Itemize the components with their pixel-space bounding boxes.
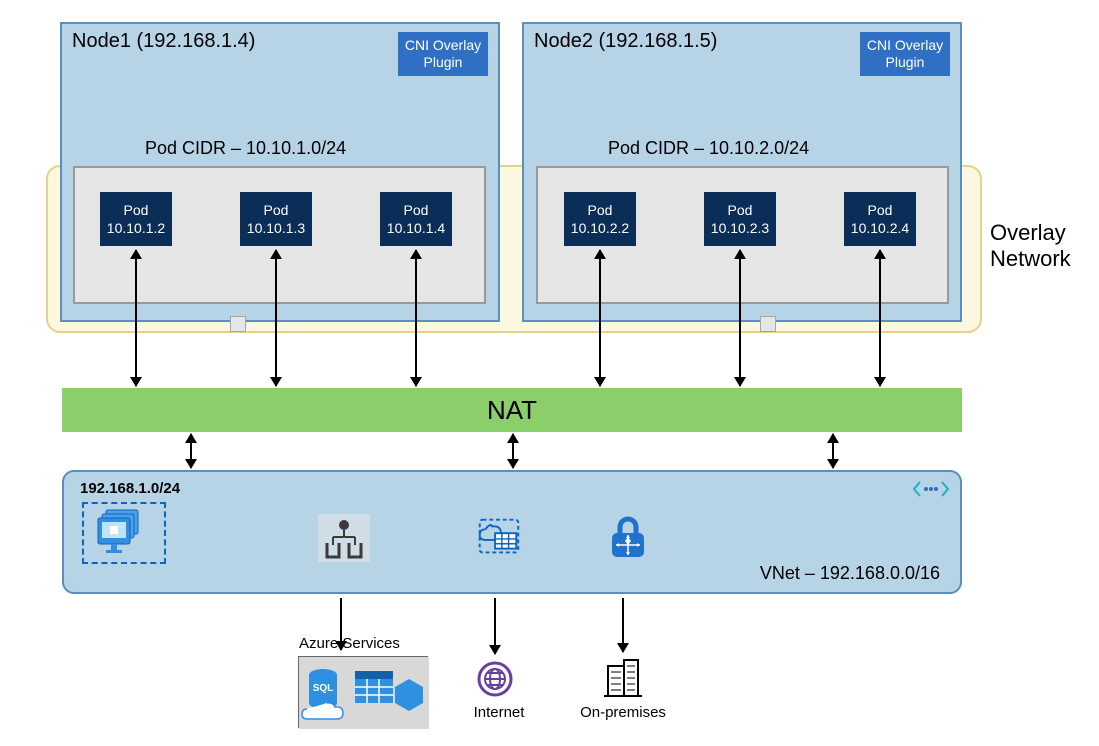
- diagram-canvas: Overlay Network Node1 (192.168.1.4) CNI O…: [0, 0, 1099, 746]
- pod-label: Pod: [264, 201, 289, 219]
- down-arrow: [622, 598, 624, 652]
- cni-badge: CNI Overlay Plugin: [398, 32, 488, 76]
- storage-icon: [472, 514, 524, 562]
- vnet-label: VNet – 192.168.0.0/16: [760, 563, 940, 584]
- pod-cidr-label: Pod CIDR – 10.10.1.0/24: [145, 138, 346, 159]
- nat-bar: NAT: [62, 388, 962, 432]
- load-balancer-icon: [318, 514, 370, 562]
- pod-box: Pod10.10.1.4: [380, 192, 452, 246]
- node-title: Node1 (192.168.1.4): [72, 30, 255, 53]
- pod-ip: 10.10.1.2: [107, 219, 165, 237]
- pod-box: Pod10.10.2.2: [564, 192, 636, 246]
- pod-label: Pod: [404, 201, 429, 219]
- double-arrow: [832, 434, 834, 468]
- cni-badge: CNI Overlay Plugin: [860, 32, 950, 76]
- double-arrow: [512, 434, 514, 468]
- internet-icon: [476, 660, 514, 703]
- double-arrow: [739, 250, 741, 386]
- pod-box: Pod10.10.1.3: [240, 192, 312, 246]
- node-title: Node2 (192.168.1.5): [534, 30, 717, 53]
- vnet-peering-icon: [912, 478, 950, 505]
- on-premises-label: On-premises: [578, 704, 668, 721]
- pod-box: Pod10.10.2.3: [704, 192, 776, 246]
- vm-scaleset-icon: [82, 502, 166, 564]
- pod-label: Pod: [588, 201, 613, 219]
- svg-text:SQL: SQL: [313, 683, 334, 694]
- pod-cidr-label: Pod CIDR – 10.10.2.0/24: [608, 138, 809, 159]
- overlay-network-label: Overlay Network: [990, 220, 1099, 273]
- node-handle: [230, 316, 246, 332]
- pod-ip: 10.10.1.3: [247, 219, 305, 237]
- nat-label: NAT: [487, 395, 537, 426]
- pod-label: Pod: [728, 201, 753, 219]
- subnet-label: 192.168.1.0/24: [80, 480, 180, 497]
- pod-ip: 10.10.1.4: [387, 219, 445, 237]
- double-arrow: [275, 250, 277, 386]
- double-arrow: [879, 250, 881, 386]
- double-arrow: [135, 250, 137, 386]
- node-handle: [760, 316, 776, 332]
- on-premises-icon: [602, 656, 644, 705]
- pod-ip: 10.10.2.2: [571, 219, 629, 237]
- azure-services-title: Azure Services: [299, 635, 400, 652]
- vnet-box: 192.168.1.0/24 VNet – 192.168.0.0/16: [62, 470, 962, 594]
- pod-ip: 10.10.2.4: [851, 219, 909, 237]
- pod-label: Pod: [868, 201, 893, 219]
- azure-services-box: Azure Services SQL: [298, 656, 428, 728]
- double-arrow: [599, 250, 601, 386]
- internet-label: Internet: [454, 704, 544, 721]
- down-arrow: [494, 598, 496, 654]
- pod-box: Pod10.10.1.2: [100, 192, 172, 246]
- double-arrow: [190, 434, 192, 468]
- pod-ip: 10.10.2.3: [711, 219, 769, 237]
- pod-label: Pod: [124, 201, 149, 219]
- double-arrow: [415, 250, 417, 386]
- lock-gateway-icon: [602, 514, 654, 562]
- pod-box: Pod10.10.2.4: [844, 192, 916, 246]
